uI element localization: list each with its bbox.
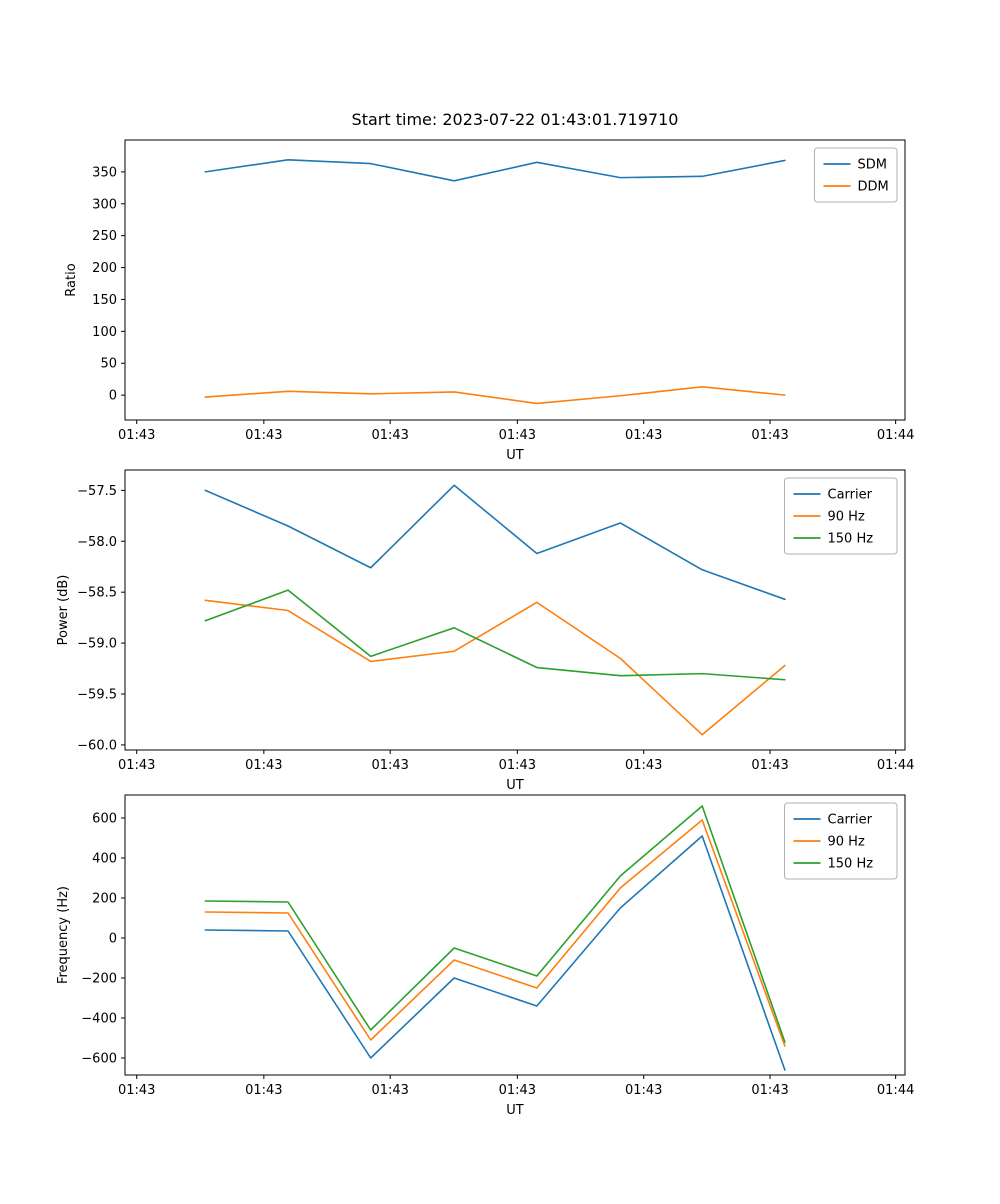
x-tick-label: 01:44 <box>877 428 914 443</box>
chart-title: Start time: 2023-07-22 01:43:01.719710 <box>352 110 679 129</box>
legend-label: DDM <box>858 180 889 195</box>
series-line-90-hz <box>204 819 786 1047</box>
subplot-1: 01:43 01:43 01:43 01:43 01:43 01:43 01:44 UT −60… <box>56 469 914 793</box>
series-line-90-hz <box>204 599 786 736</box>
legend-label: Carrier <box>828 488 873 503</box>
x-tick-label: 01:43 <box>371 1083 408 1098</box>
series-line-sdm <box>204 158 786 182</box>
x-tick-label: 01:43 <box>245 1083 282 1098</box>
y-tick-label: −57.5 <box>77 484 117 499</box>
y-tick-label: 200 <box>92 892 117 907</box>
legend-label: 150 Hz <box>828 857 874 872</box>
y-tick-label: 400 <box>92 852 117 867</box>
x-tick-label: 01:44 <box>877 758 914 773</box>
y-tick-label: −58.5 <box>77 586 117 601</box>
series-line-150-hz <box>204 589 786 681</box>
axes-frame <box>124 794 906 1076</box>
x-tick-label: 01:43 <box>751 758 788 773</box>
x-tick-label: 01:43 <box>118 758 155 773</box>
x-tick-label: 01:43 <box>751 1083 788 1098</box>
legend-label: Carrier <box>828 813 873 828</box>
y-tick-label: 50 <box>100 357 117 372</box>
y-tick-label: 250 <box>92 229 117 244</box>
y-tick-label: 200 <box>92 261 117 276</box>
x-tick-label: 01:44 <box>877 1083 914 1098</box>
y-tick-label: 300 <box>92 197 117 212</box>
x-tick-label: 01:43 <box>118 428 155 443</box>
x-tick-label: 01:43 <box>499 1083 536 1098</box>
series-line-ddm <box>204 386 786 405</box>
axes-frame <box>124 469 906 751</box>
subplot-2: 01:43 01:43 01:43 01:43 01:43 01:43 01:44 UT −60… <box>56 794 914 1118</box>
x-tick-label: 01:43 <box>625 758 662 773</box>
y-tick-label: 100 <box>92 325 117 340</box>
legend-box <box>784 477 898 555</box>
x-axis-label: UT <box>506 448 524 463</box>
legend-label: 90 Hz <box>828 510 865 525</box>
x-axis-label: UT <box>506 778 524 793</box>
x-tick-label: 01:43 <box>499 428 536 443</box>
axes-frame <box>124 139 906 421</box>
series-line-150-hz <box>204 805 786 1043</box>
subplot-0: Start time: 2023-07-22 01:43:01.71971001… <box>64 110 914 463</box>
x-tick-label: 01:43 <box>245 428 282 443</box>
legend-label: 90 Hz <box>828 835 865 850</box>
legend-box <box>784 802 898 880</box>
x-tick-label: 01:43 <box>751 428 788 443</box>
x-tick-label: 01:43 <box>371 758 408 773</box>
x-tick-label: 01:43 <box>371 428 408 443</box>
x-tick-label: 01:43 <box>499 758 536 773</box>
y-tick-label: 350 <box>92 165 117 180</box>
x-axis-label: UT <box>506 1103 524 1118</box>
y-tick-label: 0 <box>109 389 117 404</box>
y-axis-label: Ratio <box>64 263 79 296</box>
x-tick-label: 01:43 <box>625 428 662 443</box>
legend-label: SDM <box>858 158 887 173</box>
x-tick-label: 01:43 <box>625 1083 662 1098</box>
y-tick-label: −60.0 <box>77 738 117 753</box>
y-tick-label: −59.5 <box>77 688 117 703</box>
x-tick-label: 01:43 <box>118 1083 155 1098</box>
series-line-carrier <box>204 484 786 601</box>
y-tick-label: −400 <box>81 1012 117 1027</box>
y-tick-label: 150 <box>92 293 117 308</box>
y-tick-label: 600 <box>92 812 117 827</box>
y-tick-label: −200 <box>81 972 117 987</box>
y-axis-label: Frequency (Hz) <box>56 886 71 984</box>
y-axis-label: Power (dB) <box>56 575 71 646</box>
y-tick-label: −59.0 <box>77 637 117 652</box>
legend-label: 150 Hz <box>828 532 874 547</box>
x-tick-label: 01:43 <box>245 758 282 773</box>
legend-box <box>814 147 898 203</box>
y-tick-label: 0 <box>109 932 117 947</box>
series-line-carrier <box>204 835 786 1071</box>
y-tick-label: −58.0 <box>77 535 117 550</box>
y-tick-label: −600 <box>81 1052 117 1067</box>
